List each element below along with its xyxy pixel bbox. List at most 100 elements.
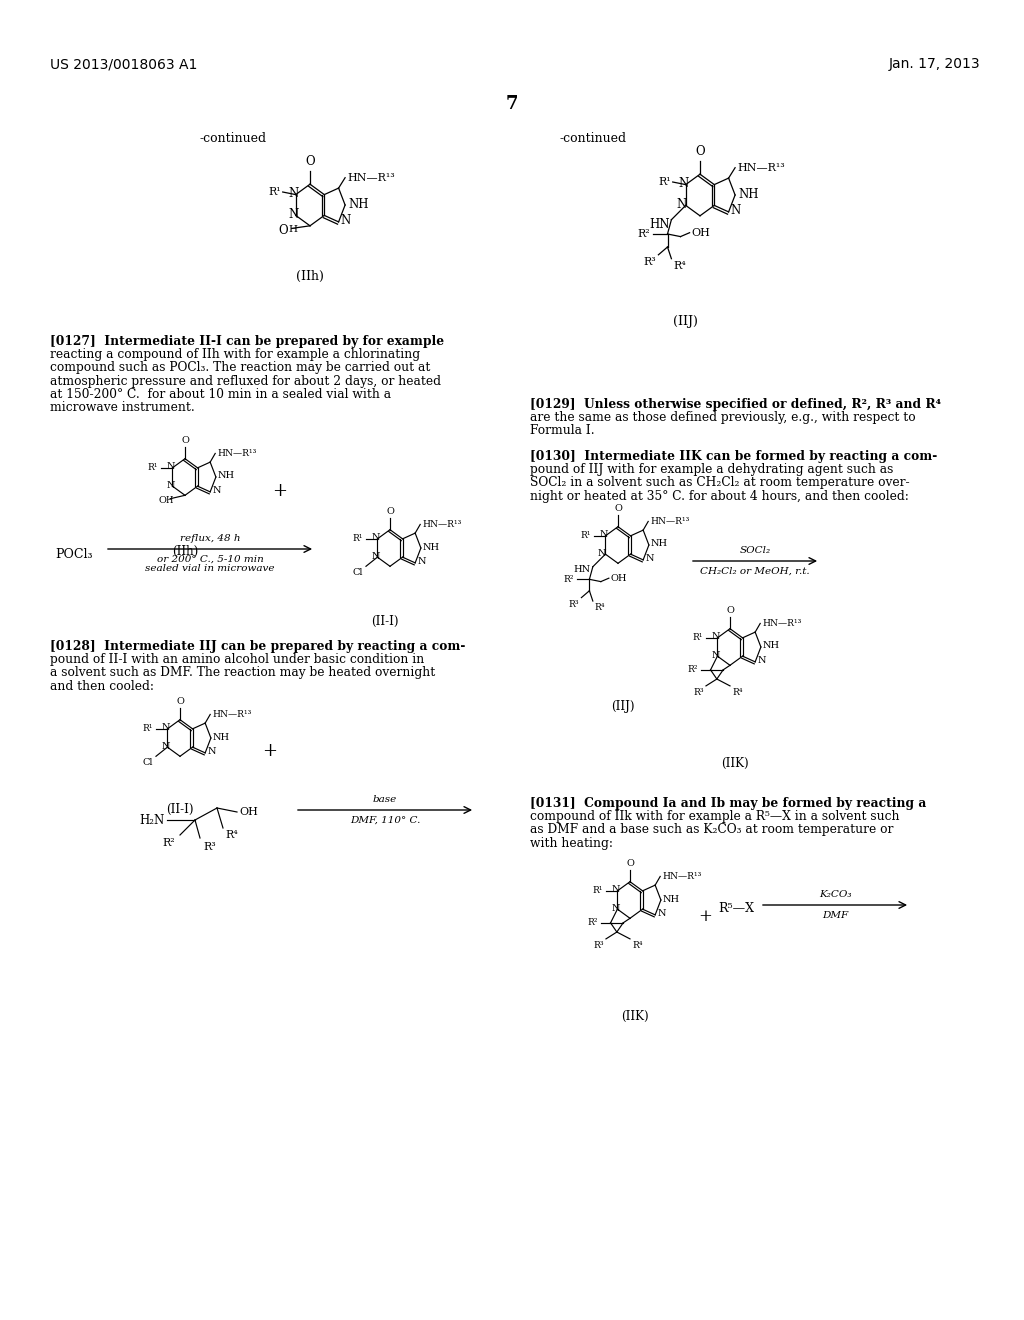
Text: R⁴: R⁴ <box>595 603 605 612</box>
Text: reacting a compound of IIh with for example a chlorinating: reacting a compound of IIh with for exam… <box>50 348 420 362</box>
Text: N: N <box>289 187 299 201</box>
Text: O: O <box>181 436 189 445</box>
Text: R¹: R¹ <box>658 177 671 187</box>
Text: atmospheric pressure and refluxed for about 2 days, or heated: atmospheric pressure and refluxed for ab… <box>50 375 441 388</box>
Text: N: N <box>166 480 175 490</box>
Text: R⁴: R⁴ <box>674 261 686 271</box>
Text: R¹: R¹ <box>593 886 603 895</box>
Text: R²: R² <box>688 665 698 675</box>
Text: at 150-200° C.  for about 10 min in a sealed vial with a: at 150-200° C. for about 10 min in a sea… <box>50 388 391 401</box>
Text: HN—R¹³: HN—R¹³ <box>762 619 802 628</box>
Text: O: O <box>176 697 184 706</box>
Text: HN: HN <box>573 565 591 574</box>
Text: N: N <box>645 554 653 564</box>
Text: with heating:: with heating: <box>530 837 613 850</box>
Text: N: N <box>289 209 299 220</box>
Text: (II-I): (II-I) <box>166 803 194 816</box>
Text: POCl₃: POCl₃ <box>55 548 92 561</box>
Text: R³: R³ <box>693 688 703 697</box>
Text: Cl: Cl <box>142 758 153 767</box>
Text: -continued: -continued <box>200 132 267 145</box>
Text: (IIJ): (IIJ) <box>611 700 635 713</box>
Text: R²: R² <box>162 838 175 847</box>
Text: compound such as POCl₃. The reaction may be carried out at: compound such as POCl₃. The reaction may… <box>50 362 430 375</box>
Text: R²: R² <box>563 574 573 583</box>
Text: N: N <box>371 552 380 561</box>
Text: R³: R³ <box>593 941 604 950</box>
Text: N: N <box>611 904 620 912</box>
Text: OH: OH <box>691 227 711 238</box>
Text: R³: R³ <box>203 842 216 851</box>
Text: (IIJ): (IIJ) <box>673 315 697 327</box>
Text: DMF: DMF <box>822 911 848 920</box>
Text: (II-I): (II-I) <box>372 615 398 628</box>
Text: R⁴: R⁴ <box>632 941 642 950</box>
Text: H₂N: H₂N <box>139 813 165 826</box>
Text: DMF, 110° C.: DMF, 110° C. <box>350 816 420 825</box>
Text: OH: OH <box>239 807 258 817</box>
Text: N: N <box>161 742 170 751</box>
Text: N: N <box>711 632 720 642</box>
Text: O: O <box>695 145 705 158</box>
Text: N: N <box>679 177 689 190</box>
Text: NH: NH <box>423 543 440 552</box>
Text: O: O <box>305 156 314 168</box>
Text: O: O <box>386 507 394 516</box>
Text: and then cooled:: and then cooled: <box>50 680 154 693</box>
Text: (IIK): (IIK) <box>721 756 749 770</box>
Text: N: N <box>657 909 666 919</box>
Text: HN—R¹³: HN—R¹³ <box>663 873 701 880</box>
Text: HN—R¹³: HN—R¹³ <box>212 710 252 719</box>
Text: HN—R¹³: HN—R¹³ <box>650 517 689 525</box>
Text: [0127]  Intermediate II-I can be prepared by for example: [0127] Intermediate II-I can be prepared… <box>50 335 444 348</box>
Text: [0130]  Intermediate IIK can be formed by reacting a com-: [0130] Intermediate IIK can be formed by… <box>530 450 937 463</box>
Text: K₂CO₃: K₂CO₃ <box>819 890 851 899</box>
Text: R²: R² <box>638 228 650 239</box>
Text: pound of II-I with an amino alcohol under basic condition in: pound of II-I with an amino alcohol unde… <box>50 653 424 667</box>
Text: microwave instrument.: microwave instrument. <box>50 401 195 414</box>
Text: N: N <box>166 462 175 471</box>
Text: (IIK): (IIK) <box>622 1010 649 1023</box>
Text: R¹: R¹ <box>352 535 362 544</box>
Text: +: + <box>262 742 278 760</box>
Text: NH: NH <box>348 198 369 210</box>
Text: OH: OH <box>611 574 628 582</box>
Text: are the same as those defined previously, e.g., with respect to: are the same as those defined previously… <box>530 412 915 424</box>
Text: O: O <box>159 496 166 506</box>
Text: SOCl₂: SOCl₂ <box>739 546 771 554</box>
Text: N: N <box>371 533 380 543</box>
Text: as DMF and a base such as K₂CO₃ at room temperature or: as DMF and a base such as K₂CO₃ at room … <box>530 824 893 837</box>
Text: H: H <box>288 226 297 235</box>
Text: N: N <box>711 651 720 660</box>
Text: R³: R³ <box>644 257 656 267</box>
Text: R²: R² <box>588 919 598 928</box>
Text: pound of IIJ with for example a dehydrating agent such as: pound of IIJ with for example a dehydrat… <box>530 463 893 477</box>
Text: R¹: R¹ <box>142 725 153 734</box>
Text: R¹: R¹ <box>268 187 281 197</box>
Text: R⁵—X: R⁵—X <box>718 902 754 915</box>
Text: R¹: R¹ <box>147 463 158 473</box>
Text: +: + <box>272 482 288 500</box>
Text: NH: NH <box>663 895 680 903</box>
Text: R⁴: R⁴ <box>732 688 742 697</box>
Text: HN—R¹³: HN—R¹³ <box>347 173 395 182</box>
Text: HN—R¹³: HN—R¹³ <box>217 449 257 458</box>
Text: N: N <box>677 198 687 211</box>
Text: R³: R³ <box>568 599 580 609</box>
Text: N: N <box>730 205 740 218</box>
Text: [0128]  Intermediate IIJ can be prepared by reacting a com-: [0128] Intermediate IIJ can be prepared … <box>50 640 465 653</box>
Text: H: H <box>166 496 173 506</box>
Text: US 2013/0018063 A1: US 2013/0018063 A1 <box>50 57 198 71</box>
Text: CH₂Cl₂ or MeOH, r.t.: CH₂Cl₂ or MeOH, r.t. <box>700 568 810 576</box>
Text: O: O <box>279 224 288 236</box>
Text: [0129]  Unless otherwise specified or defined, R², R³ and R⁴: [0129] Unless otherwise specified or def… <box>530 399 941 411</box>
Text: R⁴: R⁴ <box>225 830 238 840</box>
Text: N: N <box>341 214 351 227</box>
Text: -continued: -continued <box>560 132 627 145</box>
Text: base: base <box>373 795 397 804</box>
Text: N: N <box>207 747 216 756</box>
Text: reflux, 48 h: reflux, 48 h <box>180 535 241 543</box>
Text: sealed vial in microwave: sealed vial in microwave <box>145 564 274 573</box>
Text: +: + <box>698 908 712 925</box>
Text: NH: NH <box>651 540 668 549</box>
